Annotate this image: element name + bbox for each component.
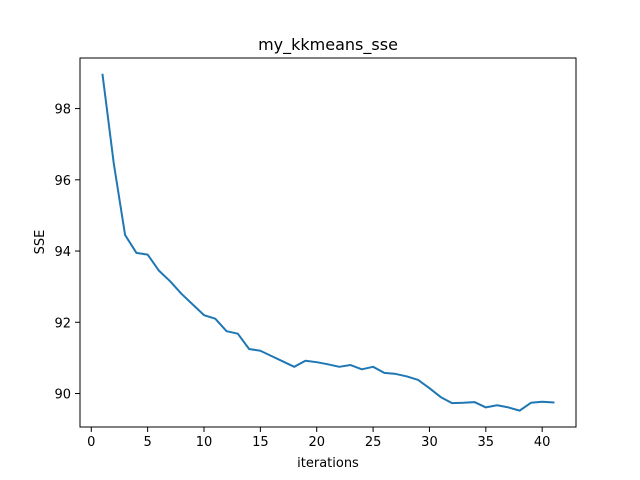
x-axis-label: iterations <box>297 456 359 471</box>
x-tick-label: 5 <box>143 435 151 450</box>
x-tick-label: 20 <box>308 435 325 450</box>
x-axis-ticks: 0 5 10 15 20 25 30 35 40 <box>87 427 550 450</box>
x-tick-label: 15 <box>252 435 269 450</box>
x-tick-label: 10 <box>196 435 213 450</box>
x-tick-label: 30 <box>421 435 438 450</box>
x-tick-label: 25 <box>365 435 382 450</box>
y-axis-ticks: 90 92 94 96 98 <box>54 103 80 403</box>
x-tick-label: 40 <box>534 435 551 450</box>
y-tick-label: 96 <box>54 174 71 189</box>
chart-title: my_kkmeans_sse <box>258 35 398 55</box>
y-tick-label: 94 <box>54 245 71 260</box>
series-line-0 <box>101 73 555 412</box>
x-tick-label: 0 <box>87 435 95 450</box>
axes-frame <box>79 57 577 428</box>
x-tick-label: 35 <box>478 435 495 450</box>
y-axis-label: SSE <box>33 230 48 255</box>
y-tick-label: 98 <box>54 103 71 118</box>
y-tick-label: 92 <box>54 316 71 331</box>
plot-area <box>101 73 555 412</box>
y-tick-label: 90 <box>54 388 71 403</box>
